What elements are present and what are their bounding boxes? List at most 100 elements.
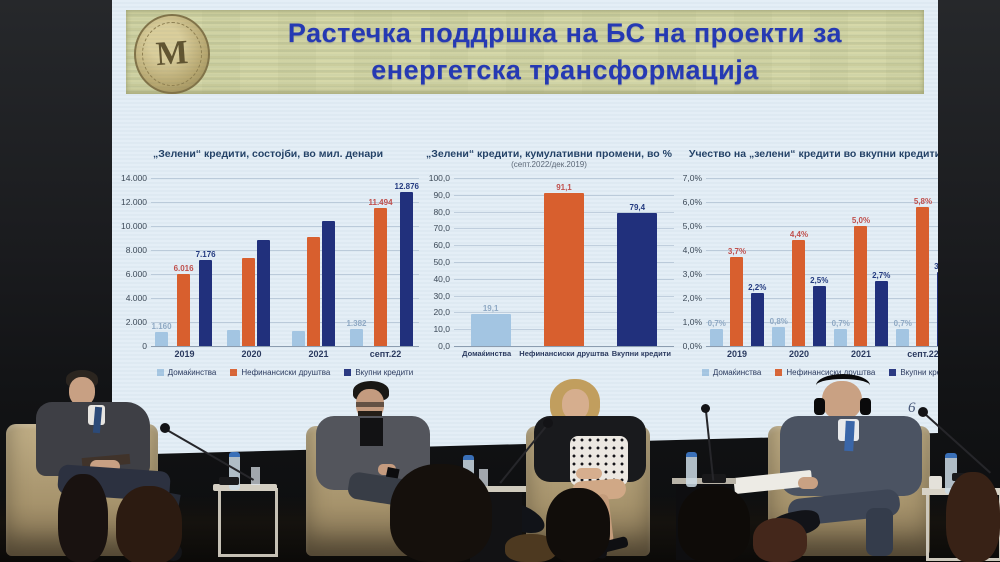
slide-page-number: 6 [908, 400, 916, 416]
y-tick-label: 60,0 [433, 240, 450, 251]
bar-value-label: 3,1% [934, 261, 953, 271]
legend-marker [775, 369, 783, 376]
slide-title-line1: Растечка поддршка на БС на проекти за [287, 18, 843, 48]
bar-wrapper [292, 331, 306, 346]
bar-wrapper: 4,4% [790, 230, 808, 346]
panelist-2-turtleneck [360, 418, 383, 446]
y-tick-label: 12.000 [121, 197, 147, 207]
bar-group: 0,7% 5,8% 3,1% [892, 178, 953, 346]
gridline [706, 250, 938, 251]
x-category-label: 2019 [726, 349, 748, 359]
bar [710, 329, 724, 346]
bar [916, 206, 930, 346]
microphone-foam-1-icon [160, 423, 170, 433]
legend-item: Вкупни кредити [889, 368, 959, 377]
chart-title: „Зелени“ кредити, состојби, во мил. дена… [152, 148, 384, 160]
gridline [151, 274, 419, 275]
y-tick-label: 4,0% [682, 245, 702, 255]
bar [936, 271, 938, 346]
microphone-foam-3-icon [701, 404, 710, 413]
audience-head-1 [58, 474, 108, 562]
legend-label: Домаќинства [167, 368, 217, 377]
bar-group: 79,4 [601, 178, 674, 346]
gridline [706, 202, 938, 203]
bar-wrapper: 2,7% [872, 271, 890, 346]
bar-group: 91,1 [527, 178, 600, 346]
bar-value-label: 4,4% [789, 230, 809, 240]
bar-wrapper [322, 221, 336, 346]
gridline [151, 226, 419, 227]
bar [896, 329, 910, 346]
bar-group: 0,7% 5,0% 2,7% [830, 178, 892, 346]
y-tick-label: 4.000 [125, 293, 147, 303]
panelist-4-hand [798, 477, 818, 489]
legend-label: Вкупни кредити [355, 368, 414, 377]
microphone-foam-2-icon [543, 418, 553, 428]
legend-item: Домаќинства [701, 368, 761, 377]
slide-title-line2: енергетска трансформација [371, 55, 759, 85]
bar-wrapper: 0,7% [708, 319, 726, 346]
water-bottle-1 [229, 452, 240, 490]
bar-wrapper [307, 236, 321, 346]
y-tick-label: 6.000 [125, 269, 147, 279]
bar-wrapper [242, 258, 256, 346]
legend-label: Нефинансиски друштва [786, 368, 876, 377]
chart-title: „Зелени“ кредити, кумулативни промени, в… [426, 148, 672, 160]
y-tick-label: 20,0 [433, 307, 450, 318]
gridline [706, 178, 938, 179]
bar-value-label: 2,7% [872, 271, 891, 281]
bar-wrapper: 5,0% [852, 216, 870, 346]
panelist-4-face [822, 381, 862, 420]
bar-group [216, 178, 281, 346]
x-axis-line [151, 346, 419, 347]
bar [874, 281, 888, 346]
bar-wrapper: 12.876 [394, 181, 419, 346]
y-tick-label: 0 [142, 341, 147, 351]
panelist-3-hands [576, 468, 602, 479]
y-tick-label: 10.000 [121, 221, 147, 231]
y-tick-label: 10,0 [433, 324, 450, 335]
bar-value-label: 0,7% [893, 319, 912, 329]
plot-area: 19,1 91,1 79,4 [454, 178, 674, 347]
panelist-4-headphone-band [816, 374, 870, 397]
legend-marker [230, 369, 238, 376]
panelist-4-shin [866, 508, 893, 556]
audience-head-2 [116, 486, 182, 562]
x-category-label: Домаќинства [462, 349, 512, 358]
y-tick-label: 5,0% [682, 221, 702, 231]
panelist-4-earcup-left [814, 398, 825, 415]
side-table-1-top [213, 484, 277, 491]
bar-value-label: 12.876 [394, 181, 419, 191]
bar-wrapper: 1.160 [152, 322, 172, 346]
bar [155, 332, 169, 346]
audience-head-5 [546, 488, 610, 562]
bar [349, 329, 363, 346]
y-axis: 100,0 90,0 80,0 70,0 60,0 50,0 40,0 30,0 20,0 10,… [424, 173, 454, 351]
bar [470, 313, 511, 346]
bar-wrapper: 0,7% [832, 319, 850, 346]
chart-green-loans-stock: „Зелени“ кредити, состојби, во мил. дена… [117, 140, 419, 377]
bar-value-label: 5,0% [851, 216, 871, 225]
bar [227, 329, 241, 346]
x-category-label: септ.22 [907, 349, 939, 359]
bar-group: 0,7% 3,7% 2,2% [706, 178, 768, 346]
bar-value-label: 0,7% [707, 319, 726, 329]
bar-value-label: 19,1 [482, 303, 499, 313]
audience-head-8 [946, 472, 1000, 562]
x-category-label: 2019 [174, 349, 195, 359]
legend-label: Вкупни кредити [900, 368, 959, 377]
bar-wrapper: 0,7% [894, 319, 912, 346]
bar-value-label: 0,8% [769, 316, 788, 326]
bar-value-label: 1.160 [151, 322, 172, 332]
legend-marker [344, 369, 352, 376]
bar [322, 221, 336, 346]
legend-marker [701, 369, 709, 376]
plot-area: 1.160 6.016 7.176 1.382 11.494 12.876 [151, 178, 419, 347]
bar-wrapper: 3,7% [728, 247, 746, 346]
side-table-2-top [466, 486, 526, 492]
panelist-2-glasses [356, 402, 384, 407]
bar-wrapper: 91,1 [543, 183, 584, 346]
gridline [151, 250, 419, 251]
audience-head-7 [753, 518, 807, 562]
